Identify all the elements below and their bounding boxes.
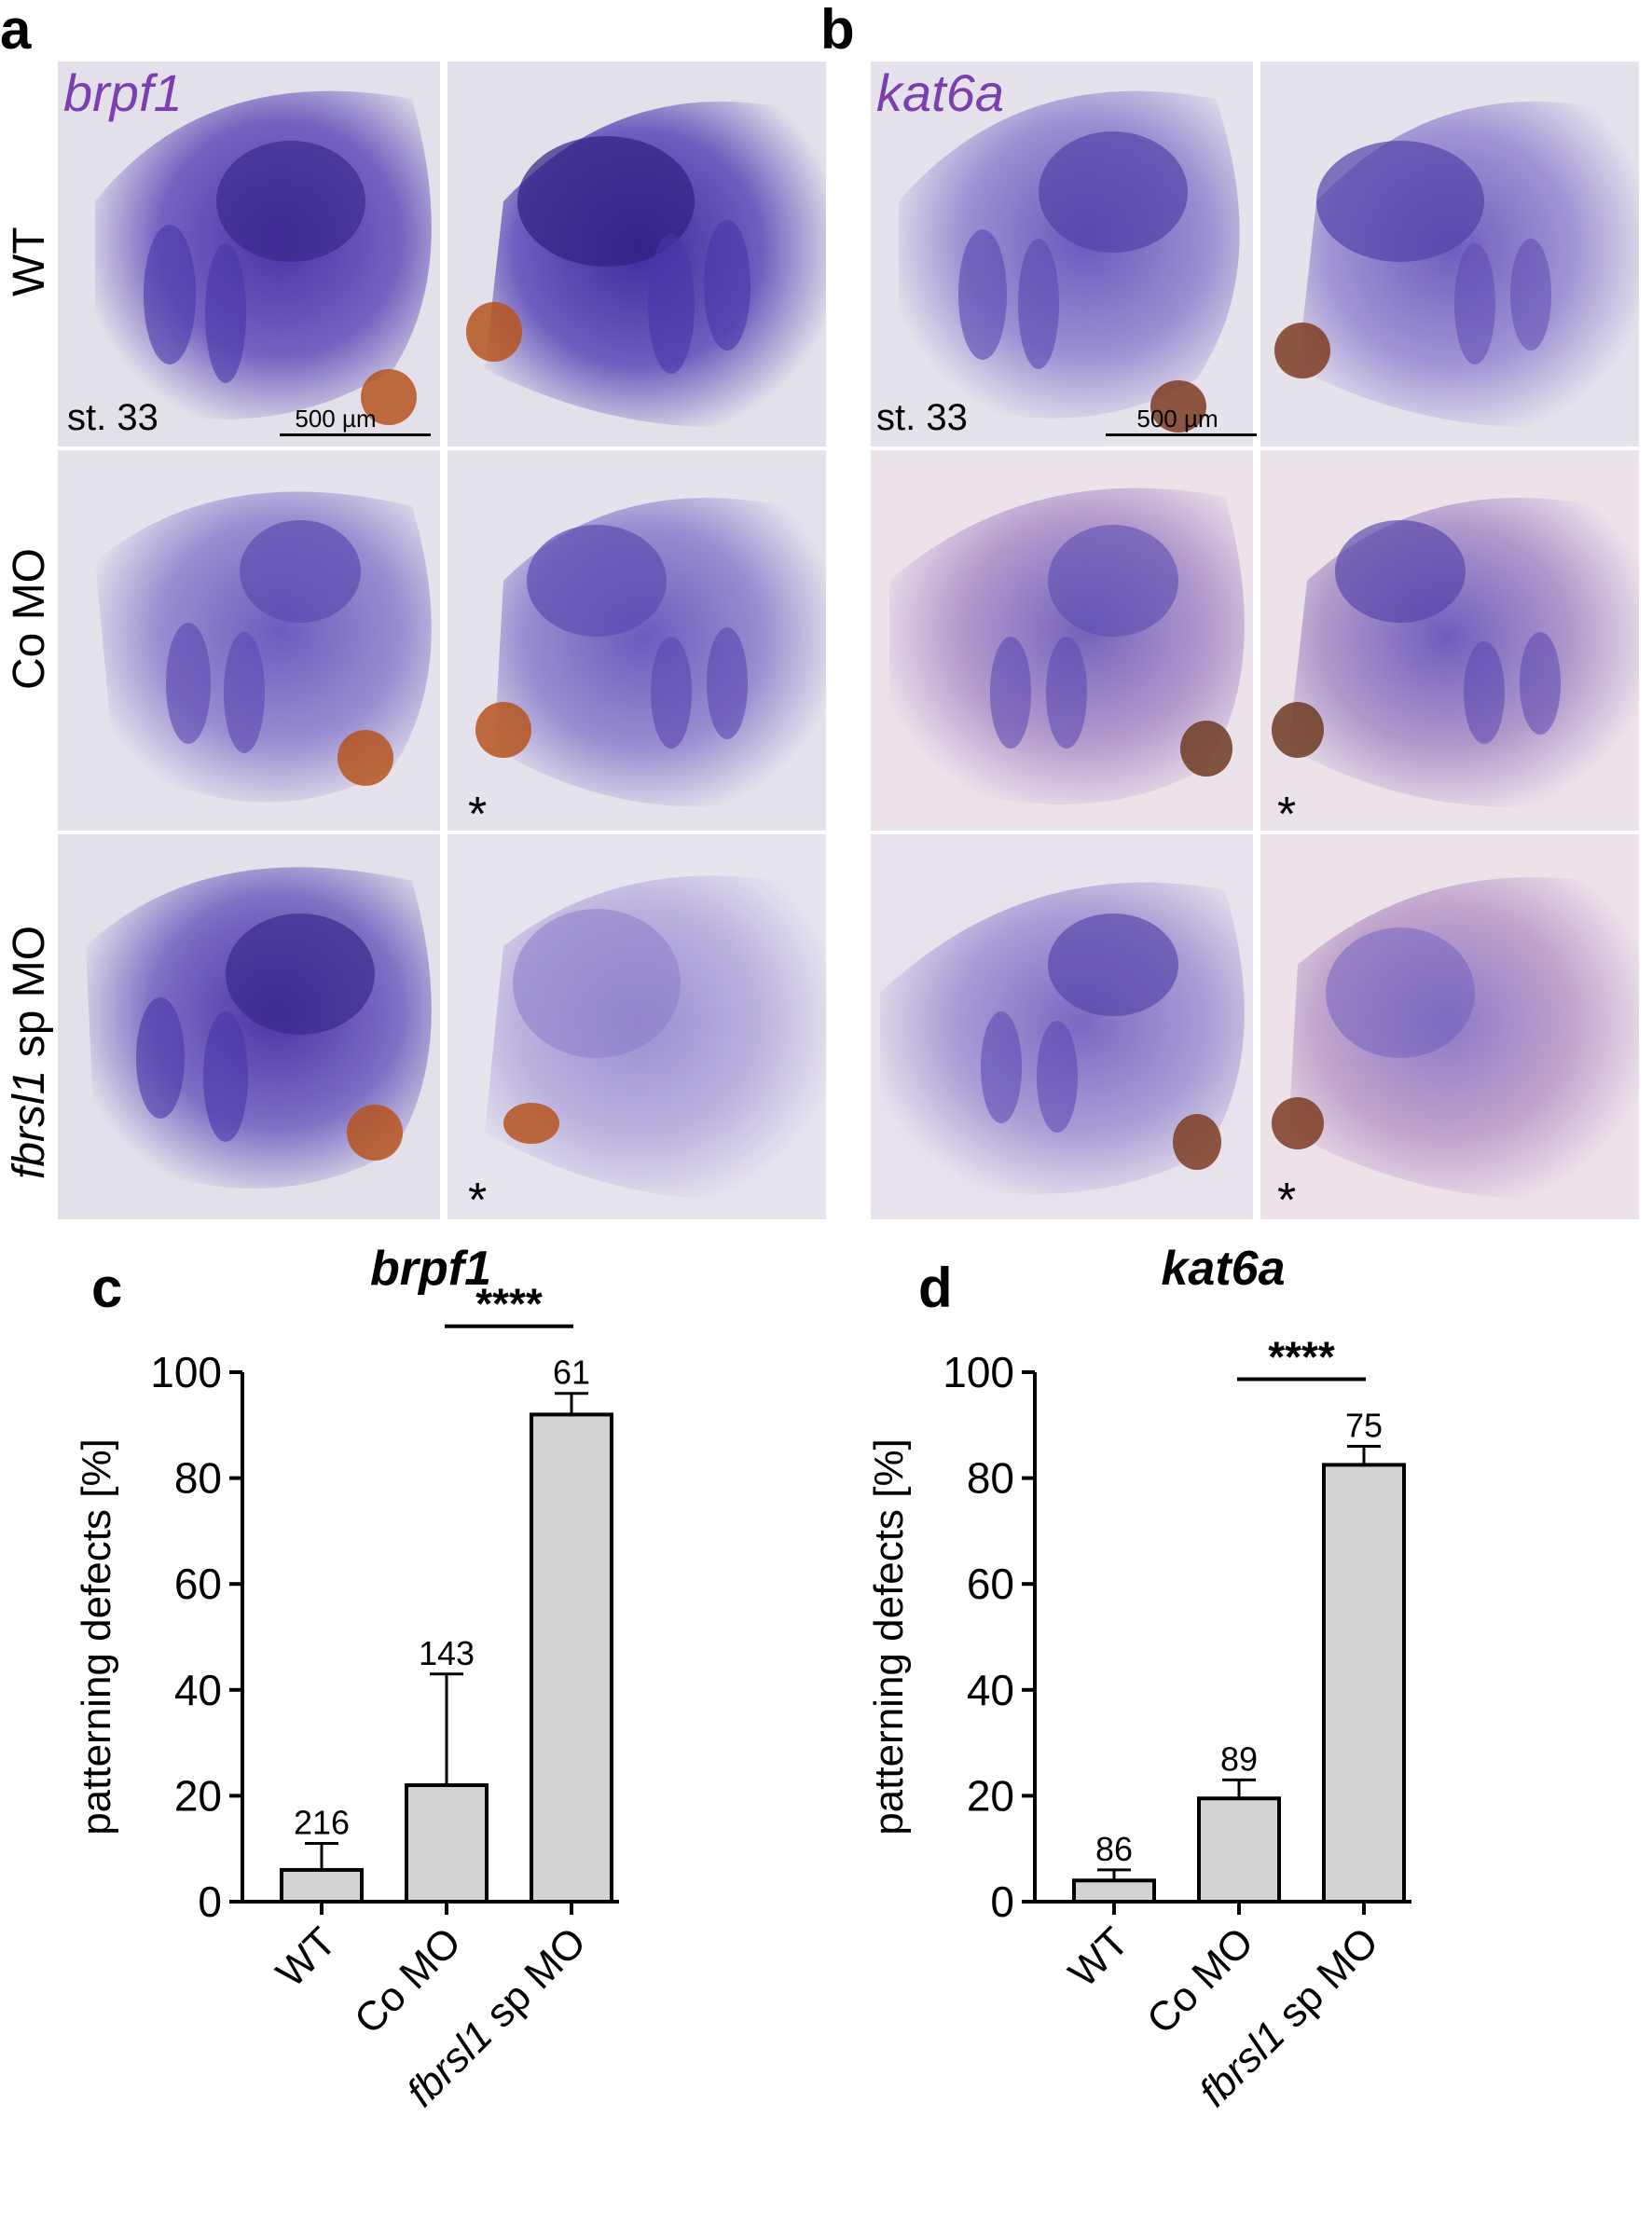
asterisk-b-fb: * <box>1277 1174 1297 1228</box>
micrograph-a-fb-right <box>447 834 826 1219</box>
chart-c-y-tick-label: 20 <box>174 1771 222 1820</box>
chart-d-y-tick-label: 20 <box>967 1771 1014 1820</box>
chart-c-significance-stars: **** <box>475 1280 543 1328</box>
chart-c-y-tick-label: 0 <box>198 1877 222 1926</box>
bar-chart-kat6a: kat6a 0 20 40 60 80 100 patterning defects [%] 8… <box>866 1242 1411 2115</box>
chart-c-bar <box>280 1867 364 1904</box>
chart-c-y-tick-label: 100 <box>150 1348 222 1396</box>
chart-d-bar <box>1072 1878 1156 1904</box>
chart-d-y-tick-label: 60 <box>967 1560 1014 1608</box>
chart-c-bar <box>530 1412 613 1904</box>
asterisk-b-co: * <box>1277 788 1297 842</box>
scale-bar-a <box>280 433 431 436</box>
micrograph-a-wt-right <box>447 62 826 447</box>
chart-d-y-axis-label: patterning defects [%] <box>866 1438 912 1835</box>
micrograph-a-co-right <box>447 450 826 831</box>
stage-label-b: st. 33 <box>876 397 968 438</box>
stage-label-a: st. 33 <box>67 397 158 438</box>
chart-c-x-tick-label: WT <box>268 1918 345 1996</box>
chart-d-y-tick-label: 40 <box>967 1666 1014 1714</box>
chart-c-y-tick-label: 80 <box>174 1454 222 1503</box>
chart-d-bar <box>1322 1463 1406 1904</box>
micrograph-b-co-right <box>1260 450 1639 831</box>
micrograph-b-co-left <box>871 450 1253 831</box>
gene-label-kat6a: kat6a <box>876 63 1004 122</box>
scale-bar-b <box>1106 433 1257 436</box>
row-label-fbrsl1-italic: fbrsl1 <box>5 1069 54 1179</box>
panel-letter-a: a <box>0 0 32 61</box>
bar-chart-brpf1: brpf1 0 20 40 60 80 100 patterning defects [%] 2… <box>74 1242 619 2115</box>
row-label-fbrsl1-sp-mo: fbrsl1 sp MO <box>5 925 54 1179</box>
chart-c-y-axis-label: patterning defects [%] <box>74 1438 119 1835</box>
chart-c-title: brpf1 <box>370 1242 491 1296</box>
panel-letter-c: c <box>91 1257 123 1319</box>
chart-c-n-label: 61 <box>553 1354 590 1392</box>
row-label-sp-mo: sp MO <box>5 925 54 1070</box>
chart-c-y-tick-label: 40 <box>174 1666 222 1714</box>
chart-c-y-tick-label: 60 <box>174 1560 222 1608</box>
micrograph-a-wt-left <box>58 62 440 447</box>
row-label-wt: WT <box>5 227 54 296</box>
asterisk-a-fb: * <box>468 1174 488 1228</box>
chart-d-bar <box>1197 1796 1281 1904</box>
scale-bar-label-b: 500 µm <box>1136 405 1218 433</box>
gene-label-brpf1: brpf1 <box>63 63 183 122</box>
chart-c-bar <box>405 1783 489 1904</box>
micrograph-b-fb-left <box>871 834 1253 1219</box>
chart-d-x-tick-label: Co MO <box>1138 1918 1262 2042</box>
micrograph-b-fb-right <box>1260 834 1639 1219</box>
chart-d-n-label: 89 <box>1220 1739 1258 1778</box>
chart-d-y-tick-label: 80 <box>967 1454 1014 1503</box>
micrograph-a-fb-left <box>58 834 440 1219</box>
chart-d-significance-stars: **** <box>1268 1333 1335 1382</box>
panel-letter-b: b <box>820 0 855 61</box>
chart-d-title: kat6a <box>1162 1242 1286 1296</box>
row-label-co-mo: Co MO <box>5 547 54 690</box>
chart-c-x-tick-label: Co MO <box>346 1918 470 2042</box>
chart-d-n-label: 86 <box>1095 1830 1133 1868</box>
micrograph-b-wt-right <box>1260 62 1639 447</box>
asterisk-a-co: * <box>468 788 488 842</box>
chart-c-n-label: 143 <box>419 1634 475 1672</box>
chart-d-y-tick-label: 0 <box>990 1877 1014 1926</box>
chart-d-n-label: 75 <box>1345 1407 1383 1445</box>
panel-letter-d: d <box>918 1257 953 1319</box>
chart-d-x-tick-label: WT <box>1060 1918 1137 1996</box>
chart-c-n-label: 216 <box>294 1804 350 1842</box>
micrograph-b-wt-left <box>871 62 1253 447</box>
micrograph-a-co-left <box>58 450 440 831</box>
chart-d-y-tick-label: 100 <box>943 1348 1014 1396</box>
scale-bar-label-a: 500 µm <box>295 405 377 433</box>
